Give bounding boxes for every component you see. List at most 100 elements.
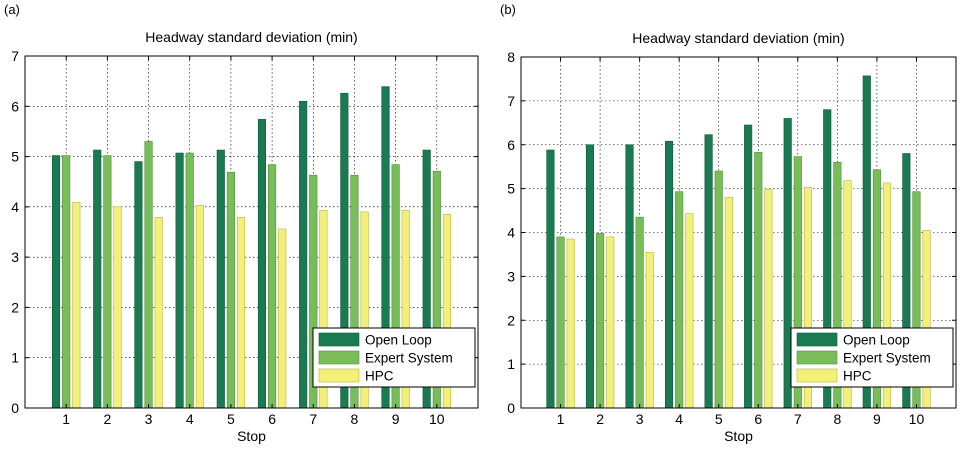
bar-open-loop xyxy=(665,140,674,409)
y-tick-label: 4 xyxy=(507,225,515,241)
bar-open-loop xyxy=(783,118,792,409)
bar-open-loop xyxy=(257,119,267,409)
legend-swatch xyxy=(318,332,360,347)
y-tick-label: 0 xyxy=(507,400,515,416)
bar-expert-system xyxy=(714,170,723,409)
bar-hpc xyxy=(685,213,694,409)
bar-hpc xyxy=(606,236,615,409)
panel-label: (a) xyxy=(4,2,20,17)
bar-expert-system xyxy=(185,152,194,409)
bar-expert-system xyxy=(754,151,763,409)
legend-label: Open Loop xyxy=(365,333,432,348)
bar-expert-system xyxy=(675,191,684,409)
legend-label: Open Loop xyxy=(843,333,910,348)
chart-panel-1: (a) 0 1 2 3 4 5 6 7 1 2 3 4 5 6 7 8 9 10 Headway standard d… xyxy=(4,2,479,444)
bar-open-loop xyxy=(216,149,225,409)
bar-open-loop xyxy=(52,155,61,409)
axes-frame xyxy=(24,55,479,409)
bar-hpc xyxy=(72,202,81,409)
y-tick-label: 6 xyxy=(507,137,515,153)
x-tick-label: 6 xyxy=(268,411,276,427)
bar-hpc xyxy=(764,189,773,409)
x-tick-label: 3 xyxy=(636,411,644,427)
bar-hpc xyxy=(195,205,204,409)
y-tick-label: 0 xyxy=(11,400,19,416)
y-tick-label: 5 xyxy=(507,181,515,197)
bar-open-loop xyxy=(585,144,595,409)
bar-hpc xyxy=(113,206,122,409)
bar-expert-system xyxy=(596,233,605,409)
legend: Open Loop Expert System HPC xyxy=(312,327,476,388)
bar-hpc xyxy=(645,251,654,409)
y-tick-label: 7 xyxy=(507,93,515,109)
x-axis-label: Stop xyxy=(237,428,266,444)
x-tick-label: 1 xyxy=(557,411,565,427)
y-tick-label: 6 xyxy=(11,98,19,114)
bar-hpc xyxy=(236,217,246,409)
legend-swatch xyxy=(796,350,838,365)
legend: Open Loop Expert System HPC xyxy=(790,327,954,388)
bar-expert-system xyxy=(268,164,277,409)
chart-panel-2: (b) 0 1 2 3 4 5 6 7 8 1 2 3 4 5 6 7 8 9 10 Headway standard … xyxy=(500,2,957,444)
bar-open-loop xyxy=(625,144,634,409)
y-tick-label: 7 xyxy=(11,48,19,64)
legend-label: HPC xyxy=(843,369,872,384)
bar-expert-system xyxy=(144,141,153,409)
x-tick-label: 5 xyxy=(715,411,723,427)
y-tick-label: 2 xyxy=(11,299,19,315)
bar-open-loop xyxy=(704,134,713,409)
legend-swatch xyxy=(318,368,360,383)
legend-label: Expert System xyxy=(365,351,453,366)
bar-open-loop xyxy=(175,152,184,409)
x-tick-label: 2 xyxy=(103,411,111,427)
bar-open-loop xyxy=(744,124,753,409)
x-tick-label: 1 xyxy=(62,411,70,427)
x-tick-label: 9 xyxy=(873,411,881,427)
chart-title: Headway standard deviation (min) xyxy=(145,29,357,45)
x-axis-label: Stop xyxy=(724,428,753,444)
x-tick-label: 5 xyxy=(227,411,235,427)
bar-hpc xyxy=(566,238,575,409)
legend-swatch xyxy=(796,332,838,347)
x-tick-label: 8 xyxy=(351,411,359,427)
x-tick-label: 10 xyxy=(909,411,925,427)
bar-expert-system xyxy=(635,216,644,409)
y-tick-label: 1 xyxy=(507,356,515,372)
chart-title: Headway standard deviation (min) xyxy=(632,30,844,46)
bar-hpc xyxy=(724,197,733,409)
x-tick-label: 6 xyxy=(754,411,762,427)
legend-label: Expert System xyxy=(843,351,931,366)
y-tick-label: 1 xyxy=(11,350,19,366)
bar-expert-system xyxy=(103,155,112,409)
x-tick-label: 7 xyxy=(309,411,317,427)
bar-hpc xyxy=(154,217,163,409)
bar-open-loop xyxy=(546,149,555,409)
x-tick-label: 4 xyxy=(186,411,194,427)
x-tick-label: 2 xyxy=(596,411,604,427)
bar-open-loop xyxy=(93,149,102,409)
x-tick-label: 10 xyxy=(429,411,445,427)
x-tick-label: 7 xyxy=(794,411,802,427)
bar-open-loop xyxy=(134,161,143,409)
bar-hpc xyxy=(278,228,287,409)
x-tick-label: 3 xyxy=(145,411,153,427)
legend-swatch xyxy=(318,350,360,365)
y-tick-label: 2 xyxy=(507,312,515,328)
legend-label: HPC xyxy=(365,369,394,384)
y-tick-label: 8 xyxy=(507,49,515,65)
bar-expert-system xyxy=(62,155,71,409)
y-tick-label: 5 xyxy=(11,149,19,165)
y-tick-label: 3 xyxy=(507,268,515,284)
x-tick-label: 9 xyxy=(392,411,400,427)
x-tick-label: 8 xyxy=(833,411,841,427)
panel-label: (b) xyxy=(500,2,516,17)
y-tick-label: 3 xyxy=(11,249,19,265)
y-tick-label: 4 xyxy=(11,199,19,215)
bar-open-loop xyxy=(299,100,308,409)
bar-expert-system xyxy=(556,236,565,409)
legend-swatch xyxy=(796,368,838,383)
x-tick-label: 4 xyxy=(675,411,683,427)
bar-expert-system xyxy=(226,171,235,409)
